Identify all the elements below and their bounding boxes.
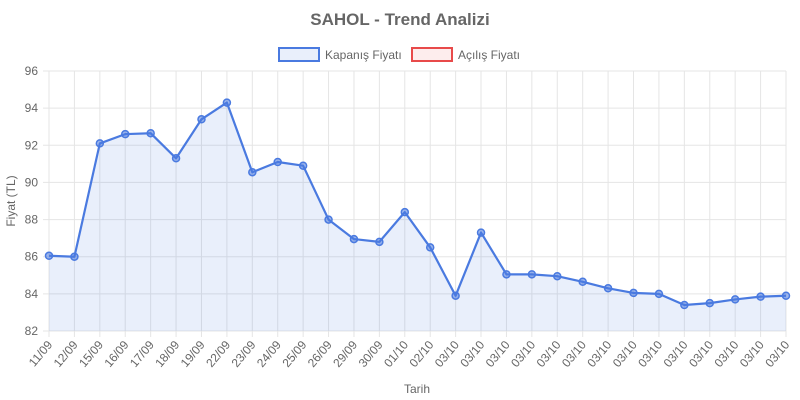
x-tick-label: 29/09 (330, 338, 360, 370)
x-tick-label: 26/09 (305, 338, 335, 370)
data-point[interactable] (70, 252, 79, 261)
data-point[interactable] (197, 115, 206, 124)
x-tick-label: 03/10 (457, 338, 487, 370)
data-point[interactable] (502, 270, 511, 279)
data-point[interactable] (248, 167, 257, 177)
y-tick-label: 90 (25, 175, 39, 189)
data-point[interactable] (654, 289, 664, 299)
data-point[interactable] (451, 291, 460, 300)
y-tick-label: 82 (25, 324, 39, 338)
data-point[interactable] (120, 129, 130, 139)
y-axis-label: Fiyat (TL) (4, 175, 18, 226)
x-tick-label: 03/10 (508, 338, 538, 370)
y-tick-label: 86 (25, 250, 39, 264)
y-tick-label: 88 (25, 213, 39, 227)
x-tick-label: 03/10 (483, 338, 513, 370)
y-tick-label: 94 (25, 101, 39, 115)
x-tick-label: 16/09 (102, 338, 132, 370)
data-point[interactable] (603, 284, 613, 293)
x-tick-label: 30/09 (356, 338, 386, 370)
x-tick-label: 03/10 (737, 338, 767, 370)
x-tick-label: 15/09 (76, 338, 106, 370)
legend-label-closing: Kapanış Fiyatı (325, 48, 402, 62)
data-points (44, 98, 791, 310)
data-point[interactable] (95, 139, 105, 148)
legend-item-opening[interactable]: Açılış Fiyatı (411, 47, 520, 62)
data-point[interactable] (781, 291, 791, 300)
legend-label-opening: Açılış Fiyatı (458, 48, 520, 62)
data-point[interactable] (375, 237, 384, 247)
x-tick-label: 02/10 (406, 338, 436, 370)
y-tick-label: 92 (25, 138, 39, 152)
x-tick-label: 24/09 (254, 338, 284, 370)
y-tick-labels: 82 84 86 88 90 92 94 96 (25, 64, 39, 338)
legend-swatch-opening (411, 47, 453, 62)
x-tick-label: 19/09 (178, 338, 208, 370)
series-lines (48, 101, 787, 307)
data-point[interactable] (553, 271, 562, 281)
series-area (49, 102, 786, 331)
data-point[interactable] (578, 277, 587, 287)
area-fill (49, 102, 786, 331)
x-tick-label: 12/09 (51, 338, 81, 370)
x-axis-label: Tarih (404, 382, 430, 396)
legend-swatch-closing (278, 47, 320, 62)
x-tick-label: 03/10 (711, 338, 741, 370)
x-tick-label: 03/10 (610, 338, 640, 370)
x-tick-label: 03/10 (661, 338, 691, 370)
x-tick-label: 03/10 (686, 338, 716, 370)
data-point[interactable] (756, 292, 765, 301)
data-point[interactable] (527, 270, 537, 279)
data-point[interactable] (680, 300, 689, 310)
x-tick-labels: 11/0912/0915/0916/0917/0918/0919/0922/09… (26, 338, 793, 370)
x-tick-label: 18/09 (152, 338, 182, 370)
data-point[interactable] (629, 288, 638, 298)
x-tick-label: 03/10 (762, 338, 792, 370)
x-tick-label: 01/10 (381, 338, 411, 370)
data-point[interactable] (730, 295, 740, 304)
data-point[interactable] (222, 98, 232, 107)
x-tick-label: 03/10 (559, 338, 589, 370)
x-tick-label: 22/09 (203, 338, 233, 370)
data-point[interactable] (298, 161, 308, 170)
chart-title: SAHOL - Trend Analizi (310, 10, 489, 29)
x-tick-label: 03/10 (584, 338, 614, 370)
series-line (48, 101, 787, 307)
data-point[interactable] (476, 228, 486, 237)
x-tick-label: 03/10 (635, 338, 665, 370)
data-point[interactable] (349, 234, 359, 244)
data-point[interactable] (425, 243, 435, 252)
x-tick-label: 03/10 (534, 338, 564, 370)
data-point[interactable] (705, 298, 715, 308)
x-tick-label: 03/10 (432, 338, 462, 370)
x-tick-label: 11/09 (26, 338, 56, 370)
legend: Kapanış Fiyatı Açılış Fiyatı (278, 47, 520, 62)
data-point[interactable] (400, 207, 410, 217)
y-tick-label: 96 (25, 64, 39, 78)
legend-item-closing[interactable]: Kapanış Fiyatı (278, 47, 402, 62)
data-point[interactable] (171, 154, 181, 163)
x-tick-label: 23/09 (229, 338, 259, 370)
x-tick-label: 25/09 (279, 338, 309, 370)
x-tick-label: 17/09 (127, 338, 157, 370)
data-point[interactable] (146, 128, 155, 138)
y-tick-label: 84 (25, 287, 39, 301)
data-point[interactable] (324, 215, 333, 224)
data-point[interactable] (44, 251, 54, 261)
data-point[interactable] (273, 157, 282, 167)
